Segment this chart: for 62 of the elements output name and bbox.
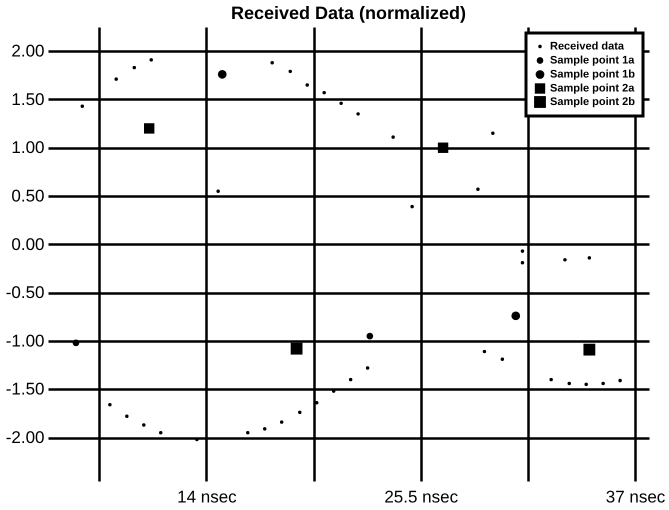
point — [263, 427, 266, 431]
point — [366, 332, 374, 340]
point — [583, 344, 596, 356]
point — [288, 70, 292, 74]
legend-label: Sample point 1b — [550, 68, 636, 80]
point — [356, 112, 360, 116]
legend-label: Sample point 2b — [550, 96, 636, 108]
point — [348, 378, 352, 382]
y-tick-label: -1.50 — [6, 380, 44, 399]
point — [218, 70, 227, 79]
y-tick-label: 1.00 — [11, 138, 44, 158]
point — [108, 402, 112, 406]
y-tick-label: 2.00 — [11, 42, 44, 61]
legend-label: Sample point 2a — [550, 82, 636, 94]
x-tick-label: 37 nsec — [606, 488, 666, 506]
point — [305, 83, 309, 87]
point — [438, 142, 448, 153]
point — [72, 340, 80, 346]
point — [280, 420, 284, 424]
point — [150, 58, 153, 62]
y-tick-label: -0.50 — [6, 283, 44, 302]
x-tick-label: 25.5 nsec — [384, 488, 459, 506]
point — [114, 77, 118, 81]
point — [339, 102, 343, 106]
y-tick-label: -2.00 — [6, 428, 44, 448]
point — [584, 382, 588, 386]
point — [476, 188, 480, 192]
point — [410, 204, 414, 208]
point — [601, 382, 605, 386]
point — [159, 430, 162, 434]
point — [568, 382, 571, 386]
y-tick-label: 1.50 — [11, 90, 44, 109]
point — [80, 104, 84, 108]
point — [491, 132, 495, 135]
point — [216, 189, 220, 193]
point — [142, 423, 146, 427]
y-tick-label: 0.00 — [11, 234, 44, 254]
point — [366, 366, 370, 370]
point — [391, 135, 395, 139]
legend-label: Sample point 1a — [550, 54, 636, 66]
point — [563, 258, 567, 262]
point — [549, 378, 553, 382]
point — [520, 260, 524, 264]
point — [520, 249, 524, 253]
point — [132, 66, 136, 70]
point — [588, 256, 592, 260]
point — [482, 350, 486, 354]
legend-label: Received data — [550, 40, 625, 52]
point — [511, 311, 520, 320]
point — [290, 342, 303, 355]
y-tick-label: -1.00 — [6, 331, 44, 350]
point — [246, 430, 250, 434]
point — [125, 414, 129, 418]
point — [298, 410, 302, 414]
point — [500, 358, 504, 362]
x-tick-label: 14 nsec — [177, 488, 238, 506]
y-tick-label: 0.50 — [11, 186, 44, 206]
point — [322, 90, 326, 94]
point — [270, 61, 274, 64]
chart-title: Received Data (normalized) — [230, 3, 466, 23]
point — [618, 378, 622, 382]
point — [144, 123, 154, 134]
